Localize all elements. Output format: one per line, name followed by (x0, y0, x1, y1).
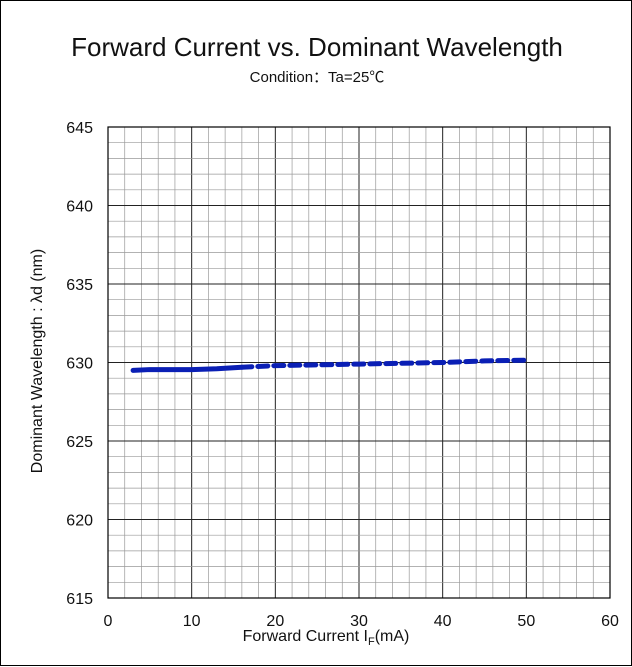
x-tick-label: 40 (434, 613, 452, 630)
chart-subtitle: Condition：Ta=25℃ (250, 69, 385, 86)
x-axis-label-main: Forward Current I (243, 628, 368, 645)
plot-grid (107, 126, 611, 599)
y-axis-label: Dominant Wavelength : λd (nm) (29, 249, 46, 473)
y-tick-label: 640 (66, 199, 93, 216)
chart-title: Forward Current vs. Dominant Wavelength (71, 32, 563, 62)
x-axis-label: Forward Current IF(mA) (243, 628, 410, 648)
y-tick-label: 625 (66, 434, 93, 451)
plot-border (107, 126, 611, 599)
series-line-solid (130, 364, 245, 373)
y-tick-label: 630 (66, 356, 93, 373)
x-tick-label: 20 (266, 613, 284, 630)
y-tick-label: 635 (66, 277, 93, 294)
x-tick-label: 0 (104, 613, 113, 630)
tick-labels: 0 10 20 30 40 50 60 615 620 625 630 635 640 645 (66, 120, 619, 630)
x-axis-label-subscript: F (368, 636, 375, 648)
y-tick-label: 645 (66, 120, 93, 137)
x-tick-label: 30 (350, 613, 368, 630)
x-tick-label: 50 (517, 613, 535, 630)
x-tick-label: 60 (601, 613, 619, 630)
x-axis-label-unit: (mA) (375, 628, 410, 645)
y-tick-label: 615 (66, 591, 93, 608)
y-tick-label: 620 (66, 513, 93, 530)
series-line-dashed (239, 357, 529, 370)
x-tick-label: 10 (183, 613, 201, 630)
series-lines (130, 357, 529, 373)
